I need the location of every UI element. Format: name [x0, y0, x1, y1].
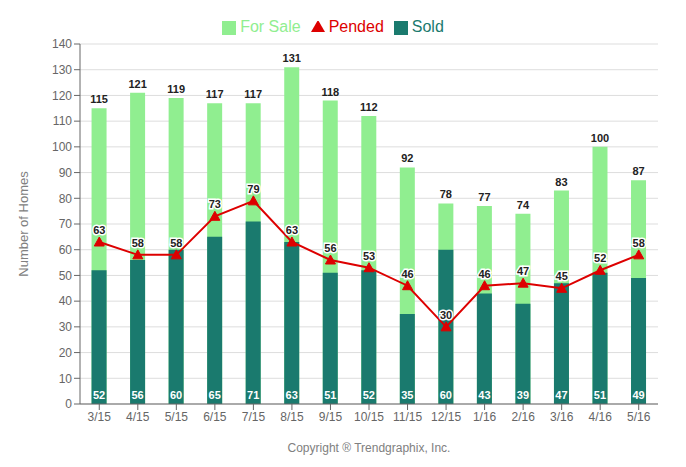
- svg-text:60: 60: [440, 389, 452, 401]
- svg-text:63: 63: [286, 389, 298, 401]
- svg-text:87: 87: [632, 165, 644, 177]
- svg-text:49: 49: [632, 389, 644, 401]
- svg-text:90: 90: [59, 166, 73, 180]
- svg-text:100: 100: [52, 140, 72, 154]
- svg-text:7/15: 7/15: [242, 410, 266, 424]
- html-text:Pended: Pended: [328, 18, 384, 35]
- svg-text:3/16: 3/16: [550, 410, 574, 424]
- svg-text:20: 20: [59, 346, 73, 360]
- svg-text:46: 46: [478, 268, 490, 280]
- svg-text:52: 52: [93, 389, 105, 401]
- svg-text:58: 58: [633, 237, 645, 249]
- svg-text:10/15: 10/15: [354, 410, 384, 424]
- svg-text:131: 131: [283, 52, 301, 64]
- svg-text:8/15: 8/15: [280, 410, 304, 424]
- svg-text:50: 50: [59, 269, 73, 283]
- svg-text:121: 121: [128, 78, 146, 90]
- html-text:Sold: Sold: [411, 18, 444, 35]
- svg-text:92: 92: [401, 152, 413, 164]
- svg-text:9/15: 9/15: [319, 410, 343, 424]
- svg-text:51: 51: [594, 389, 606, 401]
- svg-text:118: 118: [321, 86, 339, 98]
- svg-text:52: 52: [363, 389, 375, 401]
- svg-text:70: 70: [59, 217, 73, 231]
- svg-text:43: 43: [478, 389, 490, 401]
- svg-text:4/16: 4/16: [589, 410, 613, 424]
- svg-text:5/15: 5/15: [165, 410, 189, 424]
- svg-text:5/16: 5/16: [627, 410, 651, 424]
- svg-text:6/15: 6/15: [203, 410, 227, 424]
- svg-text:35: 35: [401, 389, 413, 401]
- svg-text:80: 80: [59, 192, 73, 206]
- svg-text:Number of Homes: Number of Homes: [16, 171, 31, 277]
- svg-text:100: 100: [591, 132, 609, 144]
- svg-text:1/16: 1/16: [473, 410, 497, 424]
- svg-text:56: 56: [324, 242, 336, 254]
- svg-text:58: 58: [132, 237, 144, 249]
- svg-text:11/15: 11/15: [393, 410, 422, 424]
- svg-text:74: 74: [517, 199, 530, 211]
- svg-text:46: 46: [401, 268, 413, 280]
- svg-text:45: 45: [556, 270, 568, 282]
- svg-text:3/15: 3/15: [88, 410, 112, 424]
- svg-text:73: 73: [209, 198, 221, 210]
- svg-text:63: 63: [286, 224, 298, 236]
- svg-text:112: 112: [360, 101, 378, 113]
- html-text:For Sale: For Sale: [240, 18, 301, 35]
- svg-text:10: 10: [59, 372, 73, 386]
- svg-text:78: 78: [440, 188, 452, 200]
- svg-text:52: 52: [594, 252, 606, 264]
- svg-text:71: 71: [247, 389, 259, 401]
- svg-text:60: 60: [170, 389, 182, 401]
- svg-text:Copyright ® Trendgraphix, Inc.: Copyright ® Trendgraphix, Inc.: [288, 441, 451, 455]
- svg-text:53: 53: [363, 250, 375, 262]
- svg-text:2/16: 2/16: [511, 410, 535, 424]
- svg-text:51: 51: [324, 389, 336, 401]
- svg-text:60: 60: [59, 243, 73, 257]
- svg-text:117: 117: [244, 88, 262, 100]
- svg-text:117: 117: [206, 88, 224, 100]
- svg-text:65: 65: [209, 389, 221, 401]
- svg-text:140: 140: [52, 37, 72, 51]
- svg-text:39: 39: [517, 389, 529, 401]
- svg-text:83: 83: [555, 176, 567, 188]
- svg-text:12/15: 12/15: [431, 410, 461, 424]
- svg-text:63: 63: [93, 224, 105, 236]
- svg-text:4/15: 4/15: [126, 410, 150, 424]
- svg-text:47: 47: [517, 265, 529, 277]
- svg-text:110: 110: [53, 114, 72, 128]
- svg-text:30: 30: [440, 309, 452, 321]
- svg-text:0: 0: [65, 397, 72, 411]
- svg-text:115: 115: [90, 93, 108, 105]
- svg-text:119: 119: [167, 83, 185, 95]
- svg-text:77: 77: [478, 191, 490, 203]
- svg-text:130: 130: [52, 63, 72, 77]
- svg-text:40: 40: [59, 294, 73, 308]
- svg-text:58: 58: [170, 237, 182, 249]
- svg-text:30: 30: [59, 320, 73, 334]
- svg-text:47: 47: [555, 389, 567, 401]
- svg-text:120: 120: [52, 89, 72, 103]
- svg-text:56: 56: [131, 389, 143, 401]
- svg-text:79: 79: [247, 183, 259, 195]
